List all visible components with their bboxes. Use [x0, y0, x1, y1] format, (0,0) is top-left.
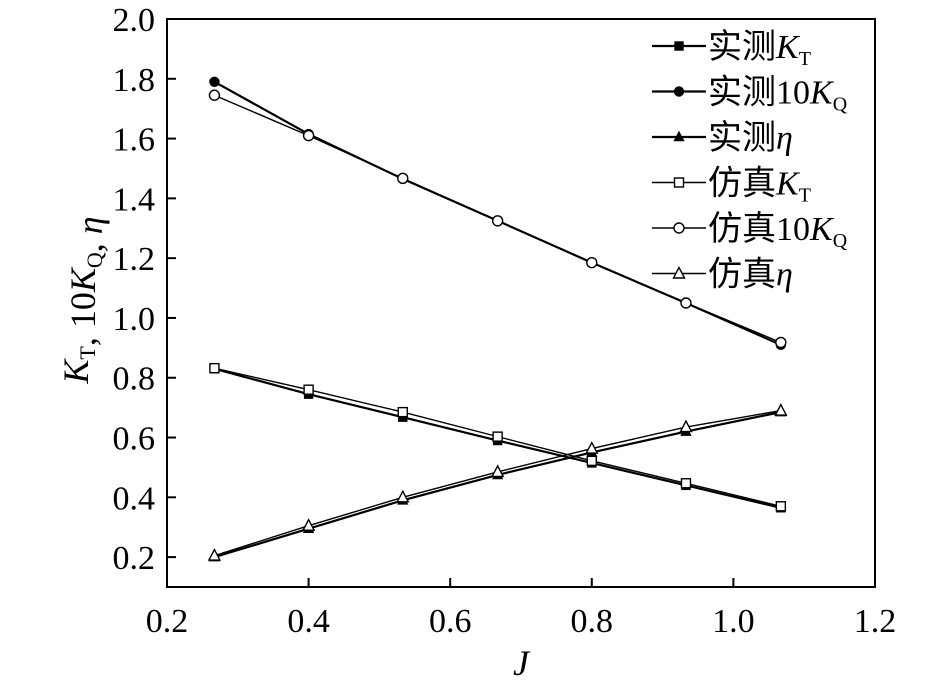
y-tick-label: 1.0 — [113, 301, 156, 338]
data-point — [586, 455, 597, 467]
y-axis: 0.2 0.4 0.6 0.8 1.0 1.2 1.4 1.6 1.8 2.0 — [113, 2, 176, 577]
legend-label: 实测η — [708, 119, 793, 157]
x-tick-label: 0.8 — [571, 603, 614, 640]
legend-label: 仿真10KQ — [708, 210, 848, 252]
data-point — [585, 441, 599, 454]
y-tick-label: 1.2 — [113, 241, 156, 278]
y-tick-label: 2.0 — [113, 2, 156, 39]
plot-area-frame — [166, 18, 876, 588]
x-tick-label: 0.2 — [146, 603, 189, 640]
y-tick-label: 1.4 — [113, 181, 156, 218]
data-point — [207, 548, 222, 561]
legend-marker — [673, 177, 685, 188]
data-point — [301, 518, 316, 531]
x-tick-label: 1.0 — [712, 603, 755, 640]
data-point — [586, 256, 598, 269]
data-point — [208, 89, 221, 101]
x-axis: 0.2 0.4 0.6 0.8 1.0 1.2 — [146, 578, 897, 640]
legend-marker — [673, 86, 685, 97]
legend-item: 仿真η — [652, 256, 793, 294]
legend-label: 仿真KT — [708, 165, 811, 207]
data-point — [679, 419, 693, 433]
legend-item: 实测KT — [652, 28, 811, 70]
data-point — [302, 129, 315, 142]
data-point — [680, 297, 692, 309]
legend-marker — [672, 265, 686, 279]
legend-item: 实测10KQ — [652, 74, 848, 116]
legend-item: 实测η — [652, 119, 793, 157]
legend-marker — [674, 41, 684, 51]
legend-marker — [673, 222, 685, 234]
x-tick-label: 1.2 — [854, 603, 897, 640]
x-tick-label: 0.6 — [429, 603, 472, 640]
legend-label: 实测10KQ — [708, 74, 848, 116]
y-axis-title: KT, 10KQ, η — [56, 216, 110, 384]
legend-label: 实测KT — [708, 28, 811, 70]
y-tick-label: 0.8 — [113, 361, 156, 398]
x-axis-title: J — [513, 643, 531, 683]
data-point — [209, 362, 220, 374]
data-point — [397, 172, 409, 185]
data-point — [775, 336, 787, 349]
data-point — [492, 431, 503, 442]
legend-item: 仿真KT — [652, 165, 811, 207]
data-point — [491, 215, 504, 227]
data-point — [396, 489, 410, 503]
legend-item: 仿真10KQ — [652, 210, 848, 252]
data-point — [490, 464, 505, 478]
data-point — [209, 76, 220, 87]
y-tick-label: 0.2 — [113, 540, 156, 577]
data-point — [680, 478, 692, 489]
series-5 — [208, 89, 787, 349]
series-layer — [207, 76, 788, 562]
x-tick-label: 0.4 — [287, 603, 330, 640]
data-point — [303, 384, 314, 395]
data-point — [397, 406, 408, 418]
series-line — [213, 80, 782, 346]
series-3 — [208, 405, 787, 562]
series-4 — [209, 362, 787, 512]
y-tick-label: 0.6 — [113, 421, 156, 458]
series-6 — [207, 403, 788, 561]
y-tick-label: 0.4 — [113, 480, 156, 517]
legend-label: 仿真η — [708, 256, 793, 294]
y-tick-label: 1.8 — [113, 62, 156, 99]
data-point — [774, 403, 788, 416]
y-tick-label: 1.6 — [113, 122, 156, 159]
legend-marker — [673, 130, 685, 142]
data-point — [775, 501, 787, 512]
